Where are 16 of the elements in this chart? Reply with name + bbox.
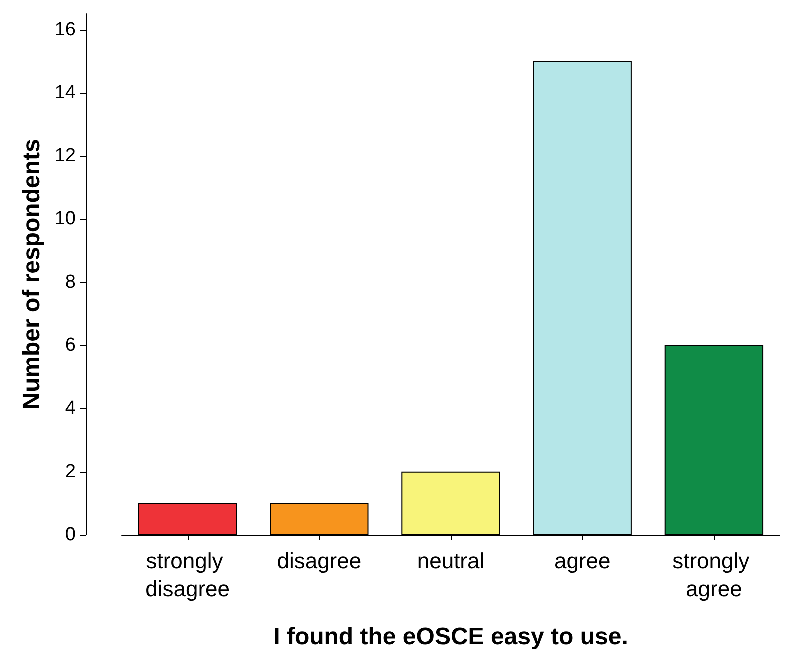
- y-tick-label: 10: [54, 208, 76, 230]
- x-tick-label: neutral: [417, 548, 485, 574]
- x-tick-label: strongly agree: [672, 548, 756, 602]
- x-tick-label: agree: [554, 548, 611, 574]
- x-tick-label: strongly disagree: [146, 548, 230, 602]
- y-tick-label: 2: [65, 461, 76, 482]
- x-tick-label: disagree: [277, 548, 362, 574]
- y-tick-label: 16: [54, 19, 76, 40]
- y-tick-label: 6: [65, 335, 76, 356]
- y-tick-label: 4: [65, 398, 76, 420]
- y-tick-label: 12: [54, 146, 76, 167]
- y-tick-label: 14: [54, 82, 76, 104]
- x-axis-title: I found the eOSCE easy to use.: [274, 624, 628, 650]
- y-axis-title: Number of respondents: [18, 139, 46, 410]
- y-tick-label: 0: [65, 524, 76, 546]
- y-tick-label: 8: [65, 272, 76, 293]
